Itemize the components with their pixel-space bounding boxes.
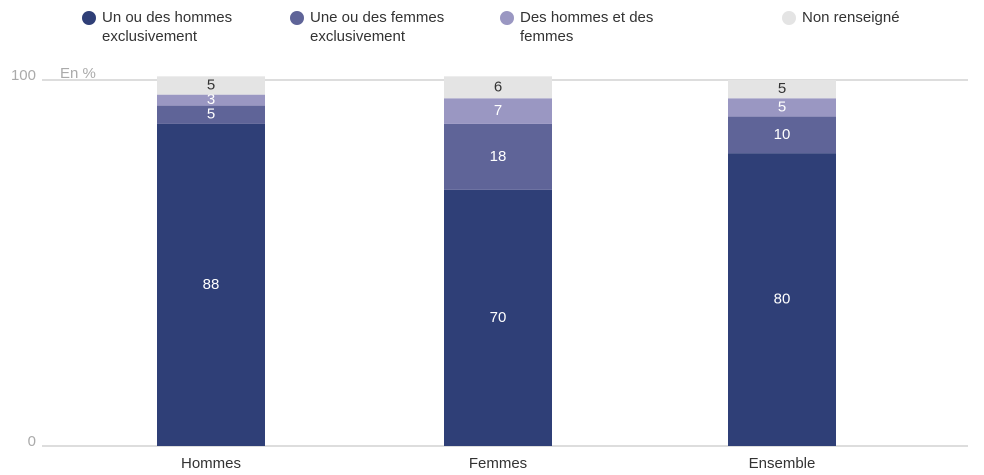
data-label: 5 xyxy=(778,98,786,115)
legend-label: Non renseigné xyxy=(802,9,900,26)
x-tick-label: Hommes xyxy=(181,455,241,472)
bar-segment xyxy=(444,76,552,99)
legend-label: Un ou des hommes exclusivement xyxy=(102,9,233,45)
data-label: 80 xyxy=(774,291,791,308)
data-label: 5 xyxy=(207,106,215,123)
bar-segment xyxy=(157,76,265,95)
data-label: 3 xyxy=(207,91,215,108)
x-tick-label: Femmes xyxy=(469,455,527,472)
bar-segment xyxy=(728,153,836,446)
bar-segment xyxy=(157,123,265,447)
legend-label: Une ou des femmes exclusivement xyxy=(310,9,445,45)
data-label: 10 xyxy=(774,126,791,143)
bar-segment xyxy=(728,98,836,117)
legend-swatch xyxy=(82,11,96,25)
data-label: 7 xyxy=(494,102,502,119)
legend-item: Un ou des hommes exclusivement xyxy=(82,8,272,46)
data-label: 18 xyxy=(490,148,507,165)
legend-label: Des hommes et des femmes xyxy=(520,9,654,45)
y-axis-label: En % xyxy=(60,65,96,82)
bar-segment xyxy=(728,80,836,99)
bar-segment xyxy=(444,189,552,447)
legend-swatch xyxy=(500,11,514,25)
bar-segment xyxy=(157,105,265,124)
legend-swatch xyxy=(290,11,304,25)
bar-segment xyxy=(728,116,836,154)
bar-segment xyxy=(444,98,552,124)
data-label: 5 xyxy=(778,80,786,97)
legend-item: Des hommes et des femmes xyxy=(500,8,690,46)
data-label: 70 xyxy=(490,309,507,326)
data-label: 6 xyxy=(494,78,502,95)
bar-segment xyxy=(157,94,265,106)
x-tick-label: Ensemble xyxy=(749,455,816,472)
y-tick-label: 0 xyxy=(28,433,36,450)
legend-swatch xyxy=(782,11,796,25)
bar-segment xyxy=(444,123,552,190)
legend-item: Non renseigné xyxy=(782,8,900,27)
legend-item: Une ou des femmes exclusivement xyxy=(290,8,480,46)
data-label: 88 xyxy=(203,276,220,293)
y-tick-label: 100 xyxy=(11,67,36,84)
data-label: 5 xyxy=(207,76,215,93)
